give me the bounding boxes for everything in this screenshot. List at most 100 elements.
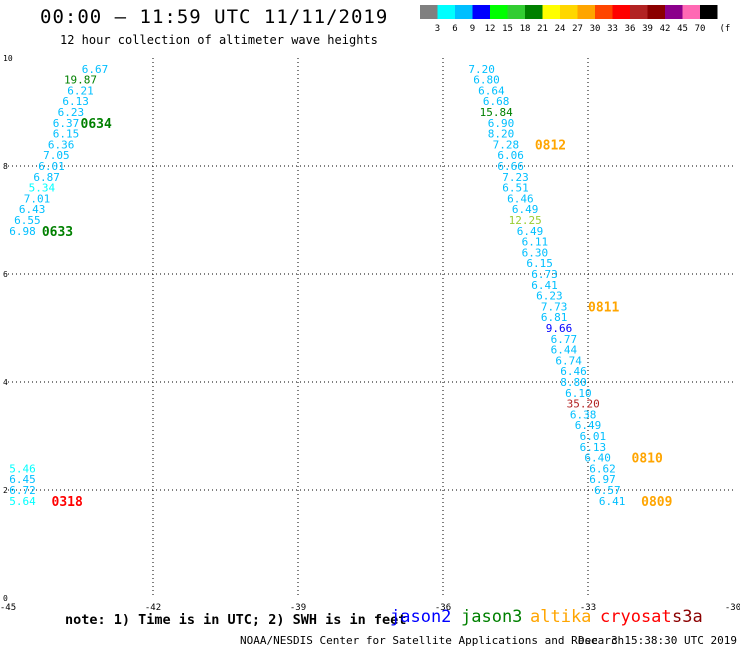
wave-height-value: 6.55 <box>14 214 41 227</box>
pass-time-annotation: 0810 <box>632 452 663 467</box>
colorbar-level-label: 42 <box>660 24 671 34</box>
colorbar-level-label: 9 <box>470 24 475 34</box>
footer-date: Dec 3 15:38:30 UTC 2019 <box>578 634 737 647</box>
wave-height-value: 6.46 <box>507 192 534 205</box>
page-title: 00:00 – 11:59 UTC 11/11/2019 <box>40 6 389 28</box>
wave-height-value: 6.15 <box>526 257 553 270</box>
colorbar-swatch <box>507 5 525 19</box>
wave-height-value: 6.72 <box>9 484 36 497</box>
wave-height-value: 7.28 <box>493 138 520 151</box>
colorbar-swatch <box>577 5 595 19</box>
footer-agency: NOAA/NESDIS Center for Satellite Applica… <box>240 634 625 647</box>
wave-height-value: 6.01 <box>580 430 607 443</box>
colorbar-unit-label: (ft) <box>720 24 731 34</box>
wave-height-value: 6.74 <box>555 354 582 367</box>
wave-height-value: 5.34 <box>29 182 56 195</box>
wave-height-value: 6.51 <box>502 182 529 195</box>
wave-height-value: 15.84 <box>480 106 513 119</box>
wave-height-value: 6.77 <box>551 333 578 346</box>
satellite-legend-jason3: jason3 <box>461 607 523 627</box>
wave-height-value: 6.15 <box>53 128 80 141</box>
colorbar-swatch <box>700 5 718 19</box>
wave-height-value: 8.20 <box>488 128 515 141</box>
wave-height-value: 6.45 <box>9 473 36 486</box>
wave-height-value: 6.23 <box>58 106 85 119</box>
wave-height-value: 6.49 <box>517 225 544 238</box>
colorbar-swatch <box>682 5 700 19</box>
colorbar-level-label: 21 <box>537 24 548 34</box>
y-tick-label: 8 <box>3 162 8 171</box>
y-tick-label: 6 <box>3 270 8 279</box>
wave-height-value: 6.68 <box>483 95 510 108</box>
colorbar-level-label: 27 <box>572 24 583 34</box>
colorbar-level-label: 39 <box>642 24 653 34</box>
wave-height-value: 5.46 <box>9 462 36 475</box>
wave-height-value: 6.13 <box>580 441 607 454</box>
wave-height-value: 6.30 <box>522 246 549 259</box>
colorbar-level-label: 70 <box>695 24 706 34</box>
x-tick-label: -36 <box>435 603 451 613</box>
note-text: note: 1) Time is in UTC; 2) SWH is in fe… <box>65 612 407 628</box>
colorbar-level-label: 12 <box>485 24 496 34</box>
wave-height-value: 6.38 <box>570 408 597 421</box>
wave-height-value: 6.41 <box>599 495 626 508</box>
y-tick-label: 10 <box>3 54 13 63</box>
colorbar-swatch <box>630 5 648 19</box>
satellite-legend-s3a: s3a <box>672 607 703 627</box>
pass-time-annotation: 0812 <box>535 138 566 153</box>
colorbar-swatch <box>542 5 560 19</box>
wave-height-value: 6.46 <box>560 365 587 378</box>
wave-height-value: 7.05 <box>43 149 70 162</box>
y-tick-label: 0 <box>3 594 8 603</box>
colorbar-level-label: 36 <box>625 24 636 34</box>
colorbar-swatch <box>472 5 490 19</box>
wave-height-value: 6.67 <box>82 63 109 76</box>
wave-height-value: 6.80 <box>473 74 500 87</box>
colorbar-swatch <box>647 5 665 19</box>
wave-height-value: 6.90 <box>488 117 515 130</box>
wave-height-value: 6.44 <box>551 344 578 357</box>
wave-height-value: 6.66 <box>497 160 524 173</box>
colorbar-swatch <box>612 5 630 19</box>
pass-time-annotation: 0811 <box>588 300 619 315</box>
pass-time-annotation: 0634 <box>81 117 112 132</box>
wave-height-value: 6.11 <box>522 236 549 249</box>
satellite-legend-jason2: jason2 <box>390 607 452 627</box>
pass-time-annotation: 0318 <box>52 495 83 510</box>
colorbar-swatch <box>560 5 578 19</box>
colorbar-level-label: 6 <box>452 24 457 34</box>
colorbar-level-label: 30 <box>590 24 601 34</box>
wave-height-value: 6.10 <box>565 387 592 400</box>
page-subtitle: 12 hour collection of altimeter wave hei… <box>60 33 378 47</box>
wave-height-value: 19.87 <box>64 74 97 87</box>
wave-height-value: 7.20 <box>468 63 495 76</box>
wave-height-value: 6.06 <box>497 149 524 162</box>
wave-height-value: 7.73 <box>541 300 568 313</box>
wave-height-value: 6.81 <box>541 311 568 324</box>
x-tick-label: -33 <box>580 603 596 613</box>
wave-height-value: 6.40 <box>584 452 611 465</box>
pass-time-annotation: 0809 <box>641 495 672 510</box>
wave-height-value: 7.01 <box>24 192 51 205</box>
wave-height-value: 12.25 <box>509 214 542 227</box>
wave-height-value: 6.23 <box>536 290 563 303</box>
wave-height-value: 6.49 <box>575 419 602 432</box>
wave-height-value: 6.21 <box>67 84 94 97</box>
wave-height-value: 6.64 <box>478 84 505 97</box>
wave-height-value: 6.97 <box>589 473 616 486</box>
colorbar-swatch <box>490 5 508 19</box>
x-tick-label: -39 <box>290 603 306 613</box>
colorbar-swatch <box>525 5 543 19</box>
x-tick-label: -30 <box>725 603 740 613</box>
wave-height-value: 6.57 <box>594 484 621 497</box>
y-tick-label: 2 <box>3 486 8 495</box>
wave-height-value: 6.36 <box>48 138 75 151</box>
colorbar-level-label: 3 <box>435 24 440 34</box>
wave-height-value: 7.23 <box>502 171 529 184</box>
wave-height-value: 6.49 <box>512 203 539 216</box>
wave-height-value: 35.20 <box>567 398 600 411</box>
wave-height-value: 6.73 <box>531 268 558 281</box>
pass-time-annotation: 0633 <box>42 225 73 240</box>
